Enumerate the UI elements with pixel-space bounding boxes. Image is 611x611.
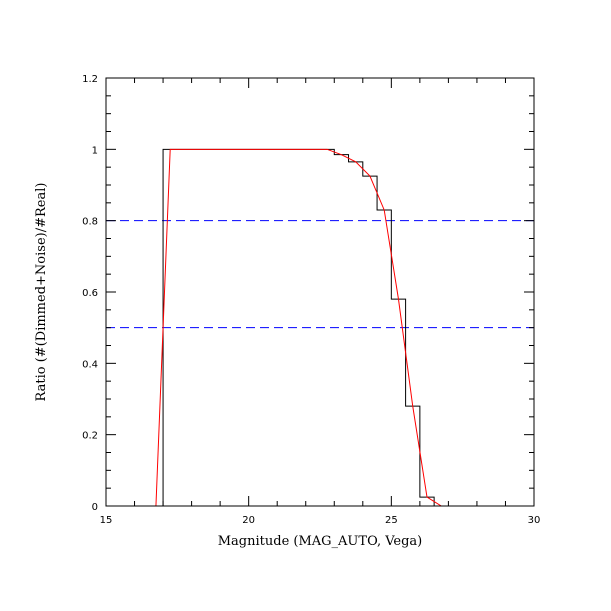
fit-line-series <box>155 148 534 507</box>
y-axis-title: Ratio (#(Dimmed+Noise)/#Real) <box>34 183 49 402</box>
x-tick-label: 25 <box>385 515 398 526</box>
x-tick-label: 20 <box>242 515 255 526</box>
x-tick-label: 30 <box>528 515 541 526</box>
y-tick-label: 0.6 <box>82 288 98 299</box>
x-axis-title: Magnitude (MAG_AUTO, Vega) <box>218 534 423 549</box>
axis-ticks <box>105 77 535 507</box>
y-tick-label: 0.4 <box>82 359 98 370</box>
x-tick-label: 15 <box>100 515 113 526</box>
y-tick-label: 0.2 <box>82 431 98 442</box>
plot-area <box>106 148 534 507</box>
axis-tick-labels: 15 20 25 30 0 0.2 0.4 0.6 0.8 1 1.2 <box>82 74 540 526</box>
y-tick-label: 1.2 <box>82 74 98 85</box>
y-tick-label: 0.8 <box>82 217 98 228</box>
y-tick-label: 0 <box>92 502 98 513</box>
y-tick-label: 1 <box>92 145 98 156</box>
histogram-step-series <box>162 148 534 507</box>
